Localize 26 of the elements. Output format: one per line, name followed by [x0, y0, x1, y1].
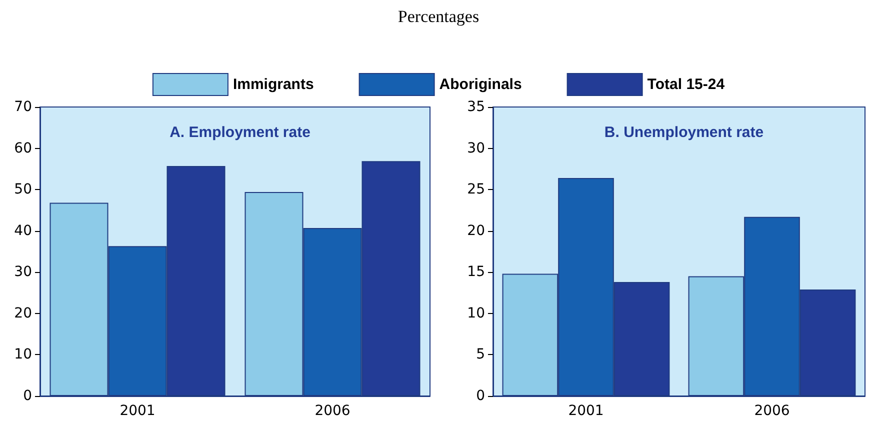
y-tick-label: 35	[467, 99, 485, 115]
y-tick-label: 20	[467, 222, 485, 239]
y-tick-label: 10	[14, 346, 32, 363]
y-tick-label: 0	[23, 388, 32, 404]
y-tick-label: 25	[467, 182, 485, 198]
y-tick-label: 50	[14, 182, 32, 198]
legend-label: Aboriginals	[439, 76, 522, 93]
y-tick-label: 15	[467, 264, 485, 280]
y-tick-label: 30	[467, 140, 485, 156]
y-tick-label: 10	[467, 305, 485, 322]
y-tick-label: 30	[14, 264, 32, 280]
y-tick-label: 40	[14, 222, 32, 239]
x-tick-label: 2006	[314, 403, 350, 419]
y-tick-label: 0	[476, 388, 485, 404]
y-tick-label: 5	[476, 346, 485, 363]
text: B. Unemployment rate	[604, 124, 764, 141]
y-tick-label: 20	[14, 305, 32, 322]
x-tick-label: 2001	[568, 403, 604, 419]
y-tick-label: 70	[14, 99, 32, 115]
text: Percentages	[398, 7, 480, 26]
y-tick-label: 60	[14, 140, 32, 156]
x-tick-label: 2001	[120, 403, 156, 419]
legend-label: Immigrants	[232, 76, 314, 93]
legend-label: Total 15-24	[647, 76, 726, 93]
x-tick-label: 2006	[754, 403, 790, 419]
text: A. Employment rate	[170, 124, 310, 141]
